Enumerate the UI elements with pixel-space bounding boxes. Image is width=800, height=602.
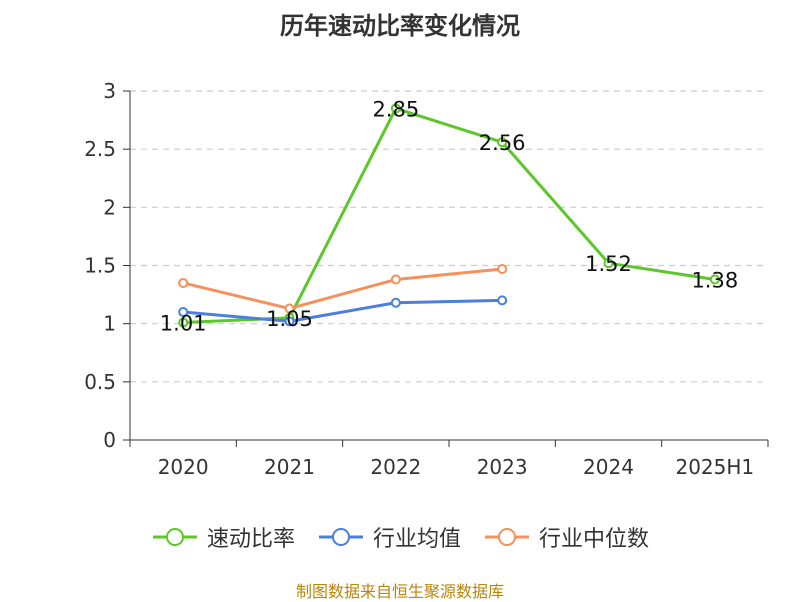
chart-title: 历年速动比率变化情况 <box>280 12 520 40</box>
data-label: 2.56 <box>479 131 526 155</box>
data-point <box>390 103 401 114</box>
data-point <box>284 316 295 327</box>
series-line-1 <box>183 106 716 325</box>
legend-marker <box>152 528 197 546</box>
data-label: 1.05 <box>266 307 313 331</box>
series-group <box>178 103 720 328</box>
y-tick-label: 0 <box>103 428 116 452</box>
data-labels: 1.01 1.05 2.85 2.56 1.52 1.38 <box>160 97 738 335</box>
data-point <box>497 295 508 306</box>
y-tick-label: 2.5 <box>84 137 116 161</box>
x-tick-label: 2023 <box>477 455 528 479</box>
data-label: 1.01 <box>160 312 207 336</box>
legend: 速动比率 行业均值 行业中位数 <box>0 520 800 554</box>
data-point <box>709 274 720 285</box>
data-point <box>390 297 401 308</box>
legend-label: 速动比率 <box>206 527 295 552</box>
data-label: 1.38 <box>691 268 738 292</box>
legend-item[interactable]: 行业均值 <box>317 521 461 553</box>
y-tick-label: 1.5 <box>84 254 116 278</box>
y-tick-label: 3 <box>103 79 116 103</box>
legend-marker <box>485 528 529 546</box>
legend-item[interactable]: 行业中位数 <box>483 521 649 553</box>
data-point <box>497 263 508 274</box>
data-label: 1.52 <box>585 252 632 276</box>
data-point <box>390 274 401 285</box>
data-point <box>178 317 189 328</box>
source-note: 制图数据来自恒生聚源数据库 <box>295 582 504 601</box>
legend-label: 行业中位数 <box>539 527 650 552</box>
data-point <box>603 258 614 269</box>
data-label: 2.85 <box>372 97 419 121</box>
x-tick-label: 2021 <box>264 455 315 479</box>
x-tick-label: 2024 <box>583 455 634 479</box>
data-point <box>178 307 189 318</box>
data-point <box>284 303 295 314</box>
x-tick-label: 2020 <box>158 455 209 479</box>
series-line-2 <box>183 298 503 323</box>
y-tick-label: 0.5 <box>84 370 116 394</box>
y-tick-label: 1 <box>103 312 116 336</box>
legend-label: 行业均值 <box>372 527 461 552</box>
legend-item[interactable]: 速动比率 <box>151 521 295 553</box>
series-line-3 <box>182 267 503 311</box>
x-tick-label: 2025H1 <box>675 455 754 479</box>
data-point <box>497 137 508 148</box>
y-tick-label: 2 <box>103 195 116 219</box>
data-point <box>178 277 189 288</box>
x-tick-label: 2022 <box>370 455 421 479</box>
grid-lines <box>130 90 768 383</box>
legend-marker <box>318 528 363 546</box>
